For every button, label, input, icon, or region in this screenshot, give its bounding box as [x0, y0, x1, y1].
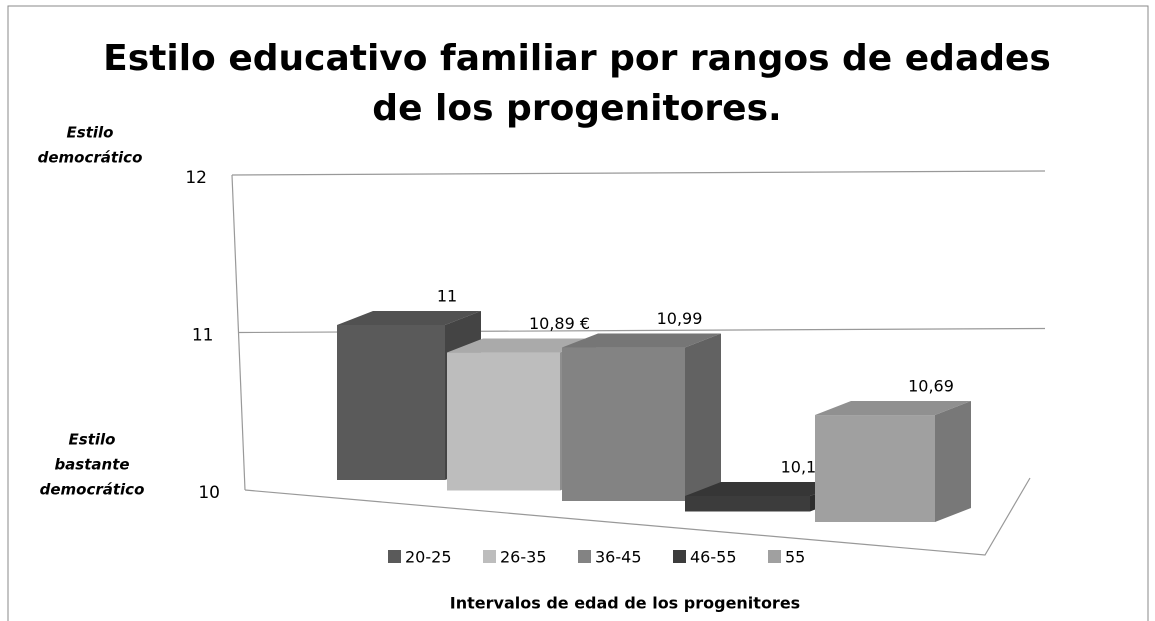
bar-top — [815, 401, 971, 416]
bar — [337, 325, 445, 480]
x-axis-label: Intervalos de edad de los progenitores — [450, 594, 800, 613]
y-tick-label: 10 — [198, 483, 220, 503]
data-label: 10,89 € — [529, 314, 590, 333]
legend-swatch — [578, 550, 591, 563]
annotation: democrático — [40, 481, 145, 499]
data-label: 11 — [437, 287, 457, 306]
legend-swatch — [483, 550, 496, 563]
bar — [685, 496, 810, 512]
wall-edge — [231, 174, 246, 491]
y-tick-label: 12 — [185, 168, 207, 188]
bar-top — [685, 482, 846, 496]
bar-top — [337, 311, 481, 325]
chart-title: Estilo educativo familiar por rangos de … — [103, 38, 1051, 79]
bar-side — [935, 401, 971, 522]
legend-label: 26-35 — [500, 548, 547, 567]
annotation: Estilo — [69, 431, 116, 449]
annotation: Estilo — [67, 124, 114, 142]
annotation: democrático — [38, 149, 143, 167]
legend-swatch — [768, 550, 781, 563]
floor — [244, 477, 1031, 556]
bar — [562, 347, 685, 501]
legend-swatch — [673, 550, 686, 563]
annotation: bastante — [54, 456, 129, 474]
frame — [7, 5, 1149, 621]
legend-label: 55 — [785, 548, 805, 567]
grid-line — [231, 170, 1046, 176]
data-label: 10,10 — [781, 458, 827, 477]
bar — [815, 415, 935, 522]
legend-label: 20-25 — [405, 548, 452, 567]
bar — [447, 352, 560, 491]
bar-side — [685, 333, 721, 501]
legend-label: 36-45 — [595, 548, 642, 567]
legend-label: 46-55 — [690, 548, 737, 567]
y-tick-label: 11 — [192, 326, 214, 346]
data-label: 10,69 — [908, 377, 954, 396]
bar-top — [447, 338, 596, 353]
bar-top — [562, 333, 721, 348]
data-label: 10,99 — [657, 309, 703, 328]
chart-title: de los progenitores. — [372, 88, 781, 129]
legend-swatch — [388, 550, 401, 563]
